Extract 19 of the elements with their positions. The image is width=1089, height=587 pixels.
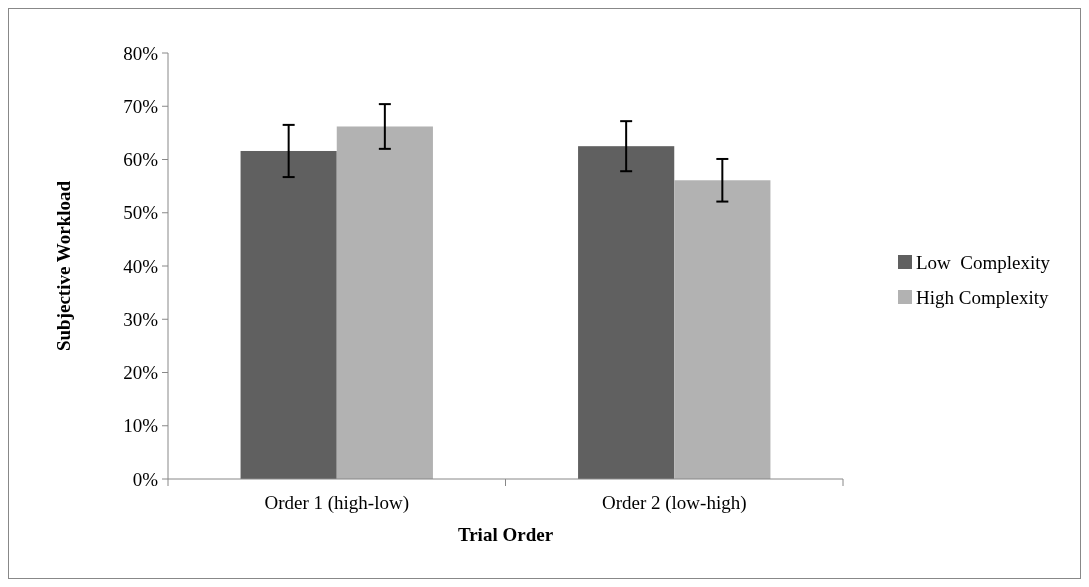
legend-label: Low Complexity — [916, 251, 1051, 273]
x-tick-label: Order 1 (high-low) — [264, 492, 410, 514]
y-tick-label: 10% — [123, 415, 159, 437]
y-tick-label: 50% — [123, 202, 159, 224]
y-tick-label: 0% — [132, 468, 159, 490]
y-tick-label: 60% — [123, 149, 159, 171]
bar — [578, 146, 675, 479]
y-tick-label: 40% — [123, 255, 159, 277]
bar — [336, 126, 433, 479]
y-tick-label: 80% — [123, 42, 159, 64]
y-axis-title: Subjective Workload — [53, 180, 74, 352]
y-tick-label: 30% — [123, 308, 159, 330]
bar — [674, 180, 771, 479]
x-axis-title: Trial Order — [457, 524, 554, 545]
y-tick-label: 70% — [123, 95, 159, 117]
y-tick-label: 20% — [123, 362, 159, 384]
bar — [240, 150, 337, 479]
x-tick-label: Order 2 (low-high) — [601, 492, 747, 514]
legend-label: High Complexity — [916, 286, 1049, 308]
